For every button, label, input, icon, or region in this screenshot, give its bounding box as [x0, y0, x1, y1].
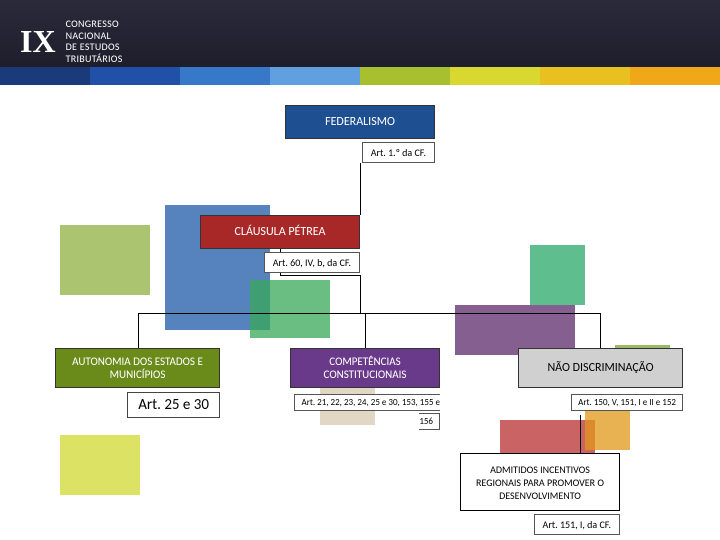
logo-line: CONGRESSO [66, 18, 123, 30]
node-autonomia: AUTONOMIA DOS ESTADOS E MUNICÍPIOS Art. 2… [55, 348, 220, 418]
logo-title: CONGRESSO NACIONAL DE ESTUDOS TRIBUTÁRIO… [66, 18, 123, 64]
bg-block [250, 280, 330, 338]
node-ref: Art. 1.º da CF. [285, 142, 435, 163]
node-competencias: COMPETÊNCIAS CONSTITUCIONAISArt. 21, 22,… [290, 348, 440, 429]
node-ref: Art. 150, V, 151, I e II e 152 [518, 391, 683, 410]
node-box: AUTONOMIA DOS ESTADOS E MUNICÍPIOS [55, 348, 220, 388]
logo: IX CONGRESSO NACIONAL DE ESTUDOS TRIBUTÁ… [20, 18, 123, 64]
node-ref: Art. 21, 22, 23, 24, 25 e 30, 153, 155 e… [290, 391, 440, 429]
logo-line: TRIBUTÁRIOS [66, 53, 123, 65]
logo-line: DE ESTUDOS [66, 41, 123, 53]
node-incentivos: ADMITIDOS INCENTIVOS REGIONAIS PARA PROM… [460, 453, 620, 535]
node-box: FEDERALISMO [285, 105, 435, 139]
bg-block [60, 225, 150, 295]
node-nao_discr: NÃO DISCRIMINAÇÃO Art. 150, V, 151, I e I… [518, 348, 683, 410]
header-stripe [0, 67, 720, 85]
node-box: NÃO DISCRIMINAÇÃO [518, 348, 683, 388]
header: IX CONGRESSO NACIONAL DE ESTUDOS TRIBUTÁ… [0, 0, 720, 85]
node-box: COMPETÊNCIAS CONSTITUCIONAIS [290, 348, 440, 388]
node-clausula: CLÁUSULA PÉTREA Art. 60, IV, b, da CF. [200, 215, 360, 273]
bg-block [60, 435, 140, 495]
node-federalismo: FEDERALISMO Art. 1.º da CF. [285, 105, 435, 163]
node-ref: Art. 25 e 30 [55, 392, 220, 418]
logo-roman: IX [20, 23, 56, 60]
bg-block [530, 245, 585, 305]
node-box: ADMITIDOS INCENTIVOS REGIONAIS PARA PROM… [460, 453, 620, 511]
node-ref: Art. 151, I, da CF. [460, 514, 620, 535]
node-box: CLÁUSULA PÉTREA [200, 215, 360, 249]
node-ref: Art. 60, IV, b, da CF. [200, 252, 360, 273]
